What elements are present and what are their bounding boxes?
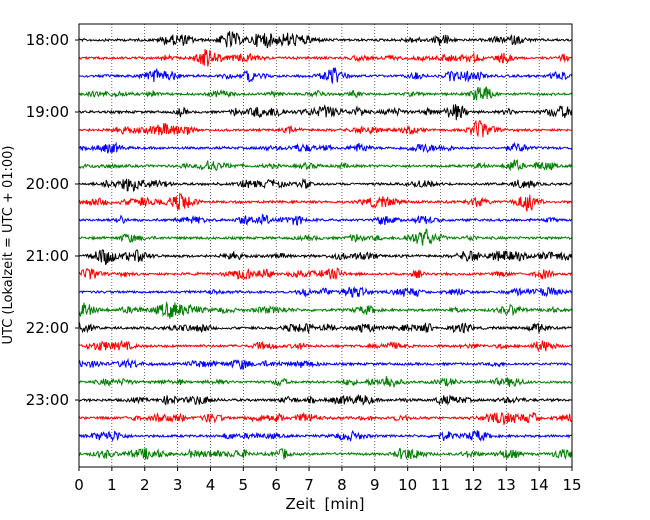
x-tick-label: 15 [562, 476, 581, 494]
trace-line [78, 267, 573, 280]
trace-line [78, 322, 573, 335]
y-tick-label: 23:00 [26, 391, 69, 409]
trace-line [78, 141, 573, 154]
y-axis-ticks: 18:00 19:00 20:00 21:00 22:00 23:00 [26, 31, 79, 409]
y-tick-label: 21:00 [26, 247, 69, 265]
x-tick-label: 4 [206, 476, 216, 494]
trace-line [78, 357, 573, 370]
x-tick-label: 10 [398, 476, 417, 494]
x-tick-label: 3 [173, 476, 183, 494]
x-axis-ticks: 0 1 2 3 4 5 6 7 8 9 10 11 12 13 14 15 [74, 467, 582, 494]
trace-line [78, 339, 573, 353]
x-tick-label: 13 [497, 476, 516, 494]
trace-group [78, 31, 573, 460]
x-tick-label: 5 [239, 476, 249, 494]
trace-line [78, 249, 573, 266]
trace-line [78, 393, 572, 407]
trace-line [78, 49, 573, 67]
x-tick-label: 7 [304, 476, 314, 494]
y-tick-label: 20:00 [26, 175, 69, 193]
trace-line [78, 286, 573, 298]
y-axis-label: UTC (Lokalzeit = UTC + 01:00) [1, 146, 16, 345]
x-tick-label: 8 [337, 476, 347, 494]
trace-line [78, 447, 573, 460]
trace-line [78, 228, 573, 246]
trace-line [78, 376, 573, 389]
x-tick-label: 9 [370, 476, 380, 494]
x-tick-label: 12 [464, 476, 483, 494]
y-tick-label: 22:00 [26, 319, 69, 337]
y-tick-label: 19:00 [26, 103, 69, 121]
trace-line [78, 104, 573, 121]
x-tick-label: 1 [107, 476, 117, 494]
trace-line [78, 429, 572, 443]
trace-line [78, 411, 573, 425]
x-tick-label: 2 [140, 476, 150, 494]
trace-line [78, 119, 572, 138]
trace-line [78, 213, 573, 227]
trace-line [78, 177, 573, 192]
grid-lines [111, 24, 540, 467]
trace-line [78, 86, 573, 101]
trace-line [78, 301, 573, 319]
trace-line [78, 159, 573, 172]
plot-frame [78, 23, 573, 468]
trace-line [78, 192, 573, 212]
x-tick-label: 0 [74, 476, 84, 494]
x-tick-label: 6 [271, 476, 281, 494]
x-tick-label: 14 [530, 476, 549, 494]
x-axis-label: Zeit [min] [285, 495, 364, 513]
x-tick-label: 11 [431, 476, 450, 494]
trace-line [79, 31, 572, 49]
y-tick-label: 18:00 [26, 31, 69, 49]
trace-line [78, 67, 573, 84]
